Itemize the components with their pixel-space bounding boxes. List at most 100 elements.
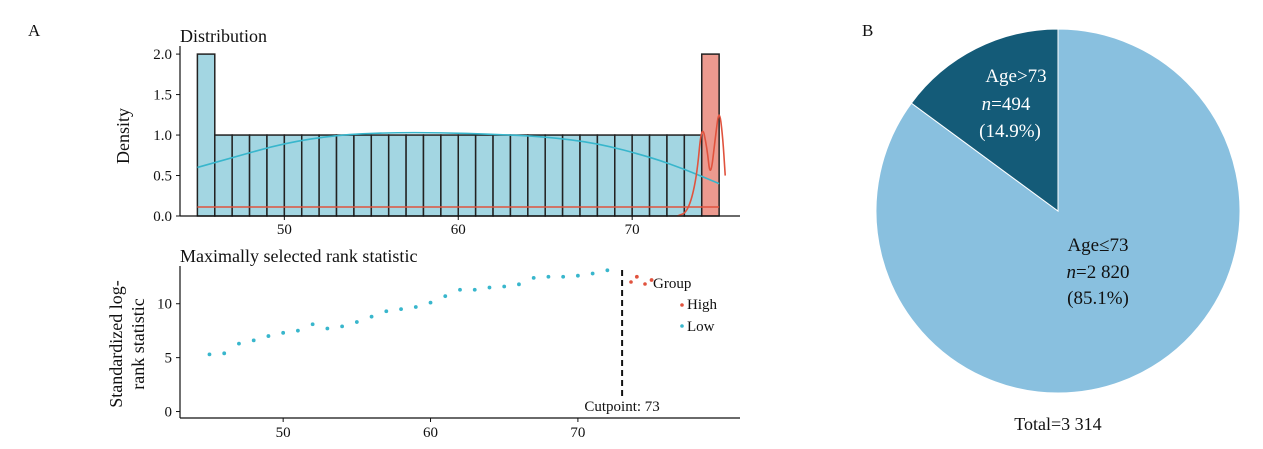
histogram-bar-low-8 [335, 134, 355, 217]
scatter-point-low-13 [399, 307, 403, 312]
scatter-y-axis-label-line-1: Standardized log- [106, 280, 126, 407]
histogram-bar-low-15 [457, 134, 477, 217]
scatter-point-high-1 [649, 278, 654, 282]
histogram-title: Distribution [180, 26, 267, 46]
scatter-x-tick-label-70: 70 [570, 425, 585, 441]
slice-high-label: Age>73 [985, 66, 1046, 87]
pie-total-label: Total=3 314 [1014, 414, 1101, 434]
scatter-point-low-21 [517, 282, 521, 287]
scatter-point-low-17 [458, 287, 462, 292]
scatter-point-low-3 [251, 338, 256, 343]
scatter-y-axis-label-line-2: rank statistic [128, 298, 148, 389]
scatter-point-low-6 [295, 328, 300, 333]
scatter-point-low-9 [340, 324, 345, 329]
distribution-histogram: Distribution Density 0.0 0.5 1.0 1.5 2.0 50 60… [113, 26, 740, 238]
cutpoint-label: Cutpoint: 73 [584, 399, 659, 415]
density-curve-low [197, 131, 720, 185]
histogram-y-tick-label-2.0: 2.0 [153, 47, 172, 63]
histogram-bar-low-20 [544, 134, 564, 217]
scatter-point-low-4 [266, 334, 271, 338]
scatter-point-low-11 [369, 314, 374, 319]
histogram-y-tick-label-1.0: 1.0 [153, 128, 172, 144]
histogram-bar-low-12 [405, 134, 425, 217]
histogram-bar-low-9 [353, 134, 373, 217]
scatter-title: Maximally selected rank statistic [180, 246, 417, 266]
pie-slice-age-gt-73 [910, 28, 1059, 212]
density-curve-high [677, 114, 727, 217]
histogram-bar-low-11 [387, 134, 407, 217]
scatter-point-low-18 [472, 287, 477, 292]
histogram-x-tick-label-70: 70 [625, 222, 640, 238]
legend-marker-low [680, 324, 684, 328]
histogram-bar-low-1 [214, 134, 233, 217]
scatter-point-low-1 [222, 351, 227, 356]
age-pie-chart: Age>73 n=494 (14.9%) Age≤73 n=2 820 (85.… [875, 28, 1241, 434]
scatter-legend: Group High Low [629, 276, 718, 335]
histogram-x-tick-label-60: 60 [451, 222, 466, 238]
histogram-bars [196, 53, 720, 217]
slice-high-n: n=494 [982, 94, 1031, 115]
legend-title: Group [653, 276, 691, 292]
legend-marker-high [680, 303, 684, 307]
scatter-point-low-19 [487, 285, 492, 290]
scatter-point-low-23 [546, 274, 551, 279]
scatter-point-low-15 [428, 300, 433, 305]
scatter-point-low-5 [281, 330, 286, 335]
scatter-points [207, 268, 654, 357]
scatter-point-low-24 [561, 274, 566, 279]
histogram-bar-low-27 [666, 134, 686, 217]
scatter-point-low-2 [237, 341, 241, 346]
scatter-point-low-27 [605, 268, 610, 273]
histogram-y-tick-label-1.5: 1.5 [153, 88, 172, 104]
legend-label-high: High [687, 297, 718, 313]
scatter-y-tick-label-0: 0 [165, 405, 173, 421]
scatter-axes: 0 5 10 50 60 70 [157, 266, 740, 441]
scatter-x-tick-label-50: 50 [276, 425, 291, 441]
histogram-bar-low-18 [509, 134, 529, 217]
histogram-density-curves [197, 114, 727, 217]
scatter-point-low-26 [590, 271, 595, 276]
histogram-bar-low-2 [231, 134, 251, 217]
legend-title-marker-a [629, 280, 633, 284]
scatter-point-low-0 [207, 352, 212, 357]
scatter-point-low-12 [384, 309, 389, 314]
slice-low-label: Age≤73 [1067, 235, 1128, 256]
histogram-bar-low-26 [648, 134, 668, 217]
histogram-bar-low-24 [614, 134, 633, 217]
histogram-bar-low-25 [631, 134, 651, 217]
slice-low-n: n=2 820 [1067, 262, 1130, 283]
scatter-point-low-20 [502, 284, 507, 289]
histogram-y-tick-label-0.0: 0.0 [153, 209, 172, 225]
histogram-bar-low-21 [561, 134, 581, 217]
scatter-point-low-25 [575, 273, 580, 278]
legend-label-low: Low [687, 319, 715, 335]
scatter-point-low-14 [413, 305, 418, 309]
scatter-y-tick-label-5: 5 [165, 351, 173, 367]
panel-label-a: A [28, 21, 41, 40]
histogram-bar-low-17 [492, 134, 512, 217]
slice-low-percent: (85.1%) [1067, 288, 1129, 309]
histogram-bar-low-14 [440, 134, 460, 217]
histogram-bar-low-19 [527, 134, 546, 217]
scatter-y-tick-label-10: 10 [157, 297, 172, 313]
histogram-axes: 0.0 0.5 1.0 1.5 2.0 50 60 70 [153, 46, 740, 238]
histogram-bar-low-3 [248, 134, 268, 217]
scatter-point-low-10 [354, 320, 359, 324]
histogram-bar-low-0 [196, 53, 216, 217]
histogram-bar-low-10 [370, 134, 390, 217]
scatter-point-low-8 [325, 326, 330, 331]
histogram-bar-low-13 [422, 134, 442, 217]
rank-statistic-scatter: Maximally selected rank statistic Standa… [106, 246, 740, 441]
histogram-bar-low-16 [474, 134, 494, 217]
histogram-bar-low-6 [300, 134, 320, 217]
scatter-point-low-22 [531, 275, 536, 280]
histogram-y-tick-label-0.5: 0.5 [153, 169, 172, 185]
histogram-bar-low-22 [579, 134, 599, 217]
slice-high-percent: (14.9%) [979, 121, 1041, 142]
panel-label-b: B [862, 21, 873, 40]
histogram-bar-low-5 [283, 134, 303, 217]
scatter-point-high-0 [634, 274, 639, 279]
scatter-x-tick-label-60: 60 [423, 425, 438, 441]
histogram-bar-low-7 [318, 134, 338, 217]
